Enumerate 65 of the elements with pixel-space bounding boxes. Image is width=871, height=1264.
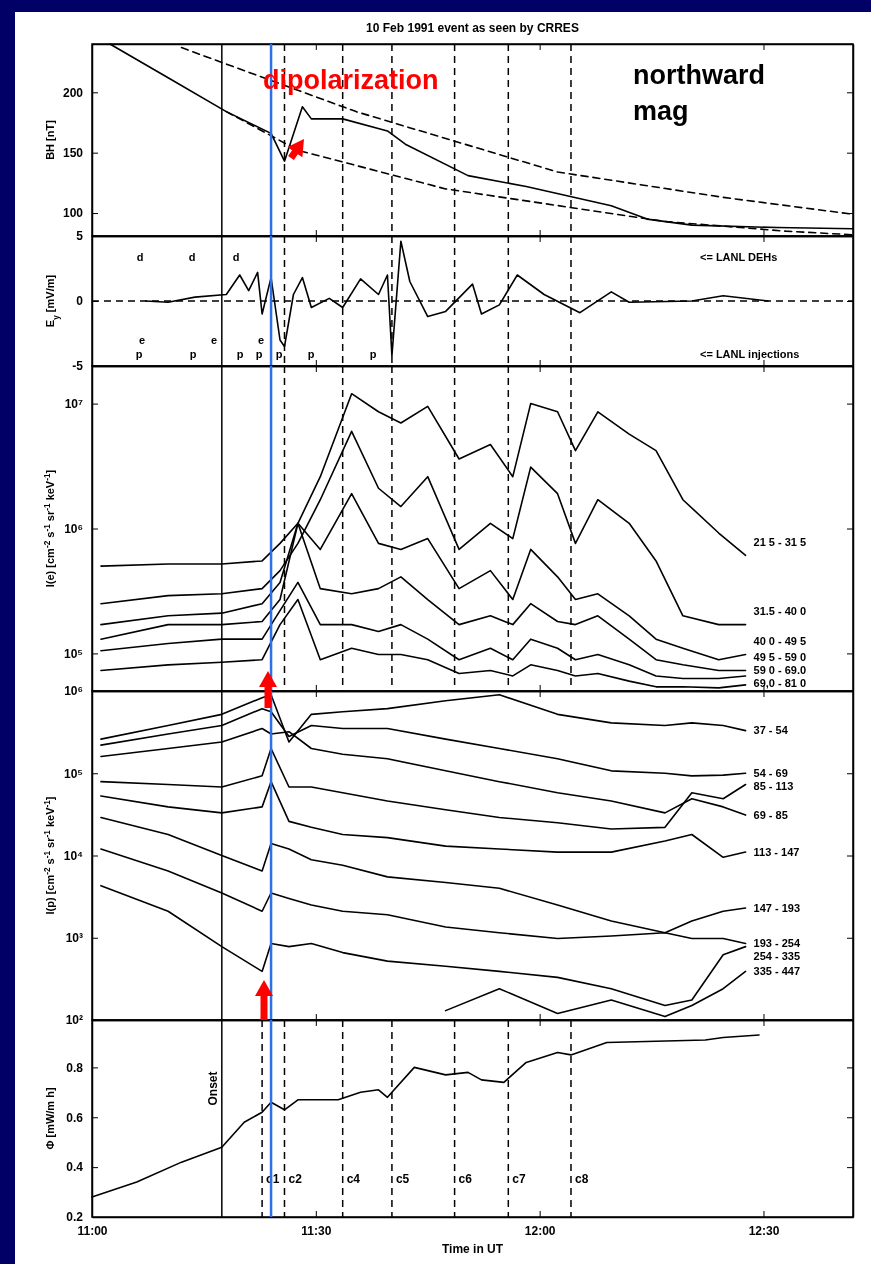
- ref-line-label: c7: [512, 1172, 526, 1186]
- annotation: p: [255, 347, 263, 360]
- y-tick-label: 10⁵: [64, 766, 83, 781]
- annotation: d: [136, 250, 144, 263]
- y-tick-label: 10²: [65, 1013, 83, 1028]
- series-label: 49 5 - 59 0: [753, 650, 807, 663]
- annotation: e: [210, 333, 218, 346]
- series-label: 54 - 69: [753, 767, 788, 780]
- y-tick-label: 10⁶: [64, 684, 83, 699]
- series-label: 193 - 254: [753, 937, 801, 950]
- y-tick-label: 10⁶: [64, 521, 83, 536]
- annotation: <= LANL DEHs: [700, 250, 778, 263]
- ref-line-label: c6: [458, 1172, 473, 1186]
- y-tick-label: 0.2: [66, 1210, 84, 1225]
- annotation: e: [257, 333, 265, 346]
- y-tick-label: 100: [62, 206, 84, 221]
- series-label: 21 5 - 31 5: [753, 535, 807, 548]
- y-axis-title: BH [nT]: [44, 119, 56, 160]
- y-tick-label: 10⁷: [64, 396, 84, 411]
- y-tick-label: 5: [76, 229, 84, 244]
- series-label: 69 - 85: [753, 808, 788, 821]
- y-tick-label: 10³: [65, 931, 83, 946]
- annotation: d: [188, 250, 196, 263]
- annotation: p: [369, 347, 377, 360]
- annotation: p: [135, 347, 143, 360]
- annotation: <= LANL injections: [700, 347, 800, 360]
- chart-title: 10 Feb 1991 event as seen by CRRES: [366, 21, 579, 35]
- y-tick-label: 0.6: [66, 1110, 84, 1125]
- y-tick-label: 10⁴: [63, 848, 84, 863]
- series-label: 113 - 147: [753, 845, 800, 858]
- annotation: p: [236, 347, 244, 360]
- x-axis-title: Time in UT: [441, 1242, 504, 1256]
- annotation: p: [307, 347, 315, 360]
- x-tick-label: 11:30: [301, 1223, 332, 1238]
- annotation: p: [189, 347, 197, 360]
- series-label: 69,0 - 81 0: [753, 676, 807, 689]
- ref-line-label: Onset: [205, 1071, 220, 1106]
- series-label: 147 - 193: [753, 901, 801, 914]
- y-tick-label: 0.4: [66, 1160, 84, 1175]
- y-tick-label: 0: [76, 294, 84, 309]
- y-tick-label: 10⁵: [64, 646, 83, 661]
- y-tick-label: -5: [72, 359, 84, 374]
- annotation: northward mag: [633, 60, 765, 126]
- series-label: 37 - 54: [753, 724, 789, 737]
- y-tick-label: 0.8: [66, 1060, 84, 1075]
- series-label: 31.5 - 40 0: [753, 605, 807, 617]
- series-label: 254 - 335: [753, 950, 801, 963]
- annotation: e: [138, 333, 146, 346]
- y-axis-title: Φ [mW/m h]: [44, 1087, 56, 1150]
- ref-line-label: c5: [395, 1172, 410, 1186]
- x-tick-label: 12:00: [524, 1223, 556, 1238]
- series-label: 85 - 113: [753, 780, 794, 793]
- y-tick-label: 200: [62, 85, 84, 100]
- series-label: 335 - 447: [753, 965, 801, 978]
- ref-line-label: c8: [574, 1172, 589, 1186]
- series-label: 40 0 - 49 5: [753, 634, 807, 647]
- annotation: p: [275, 347, 283, 360]
- ref-line-label: c4: [346, 1172, 361, 1186]
- x-tick-label: 12:30: [748, 1223, 780, 1238]
- ref-line-label: c2: [288, 1172, 303, 1186]
- series-label: 59 0 - 69.0: [753, 663, 807, 676]
- x-tick-label: 11:00: [77, 1223, 108, 1238]
- line-series: [444, 970, 747, 1018]
- y-tick-label: 150: [62, 146, 84, 161]
- annotation: d: [232, 250, 240, 263]
